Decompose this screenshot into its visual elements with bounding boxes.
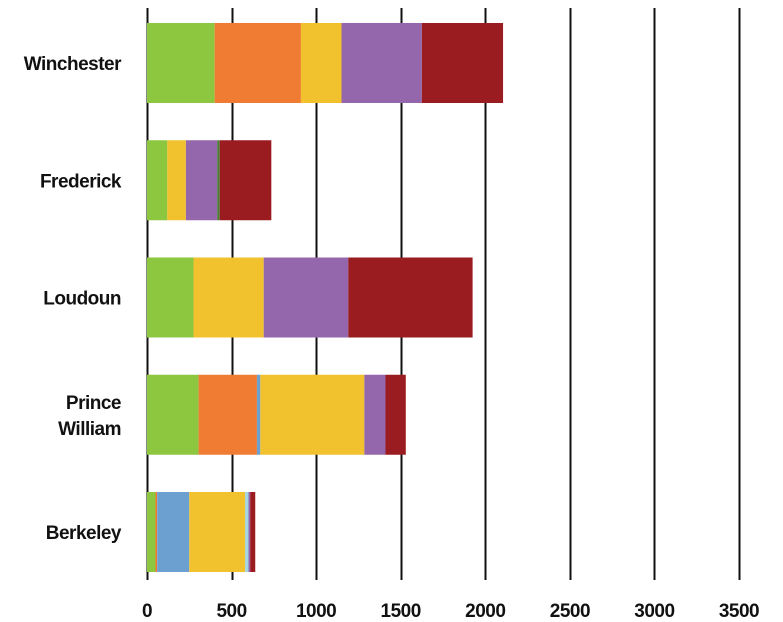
bar-segment bbox=[147, 140, 168, 221]
bar-segment bbox=[155, 492, 158, 572]
bar-segment bbox=[300, 23, 342, 103]
bar-segment bbox=[189, 492, 246, 572]
bar-segment bbox=[147, 374, 199, 455]
category-label: William bbox=[58, 419, 121, 440]
x-tick-label: 3500 bbox=[719, 601, 759, 622]
bar-segment bbox=[250, 492, 256, 572]
bar-segment bbox=[364, 374, 386, 455]
x-tick-labels: 0 500 1000 1500 2000 2500 3000 3500 bbox=[142, 601, 760, 622]
category-label: Berkeley bbox=[46, 523, 122, 544]
x-tick-label: 1500 bbox=[381, 601, 421, 622]
category-label: Winchester bbox=[24, 54, 122, 75]
bar-segment bbox=[260, 374, 365, 455]
x-tick-label: 500 bbox=[216, 601, 246, 622]
bar-segment bbox=[263, 257, 349, 338]
bar-segment bbox=[157, 492, 190, 572]
x-tick-label: 3000 bbox=[634, 601, 674, 622]
bars bbox=[147, 23, 504, 572]
bar-segment bbox=[421, 23, 504, 103]
x-tick-label: 0 bbox=[142, 601, 152, 622]
bar-segment bbox=[219, 140, 272, 221]
x-tick-label: 2500 bbox=[550, 601, 590, 622]
bar-segment bbox=[147, 257, 194, 338]
bar-segment bbox=[256, 374, 261, 455]
x-tick-label: 1000 bbox=[296, 601, 336, 622]
bar-segment bbox=[193, 257, 264, 338]
category-label: Frederick bbox=[40, 171, 122, 192]
x-tick-label: 2000 bbox=[465, 601, 505, 622]
bar-segment bbox=[217, 140, 220, 221]
bar-segment bbox=[385, 374, 406, 455]
bar-segment bbox=[245, 492, 249, 572]
category-label: Loudoun bbox=[43, 289, 121, 310]
bar-segment bbox=[214, 23, 301, 103]
bar-segment bbox=[185, 140, 218, 221]
bar-segment bbox=[147, 492, 156, 572]
bar-segment bbox=[147, 23, 215, 103]
bar-segment bbox=[348, 257, 473, 338]
bar-segment bbox=[341, 23, 422, 103]
bar-segment bbox=[198, 374, 257, 455]
bar-segment bbox=[248, 492, 251, 572]
bar-segment bbox=[167, 140, 186, 221]
category-label: Prince bbox=[66, 393, 121, 414]
category-labels: Winchester Frederick Loudoun Prince William B… bbox=[24, 54, 123, 544]
